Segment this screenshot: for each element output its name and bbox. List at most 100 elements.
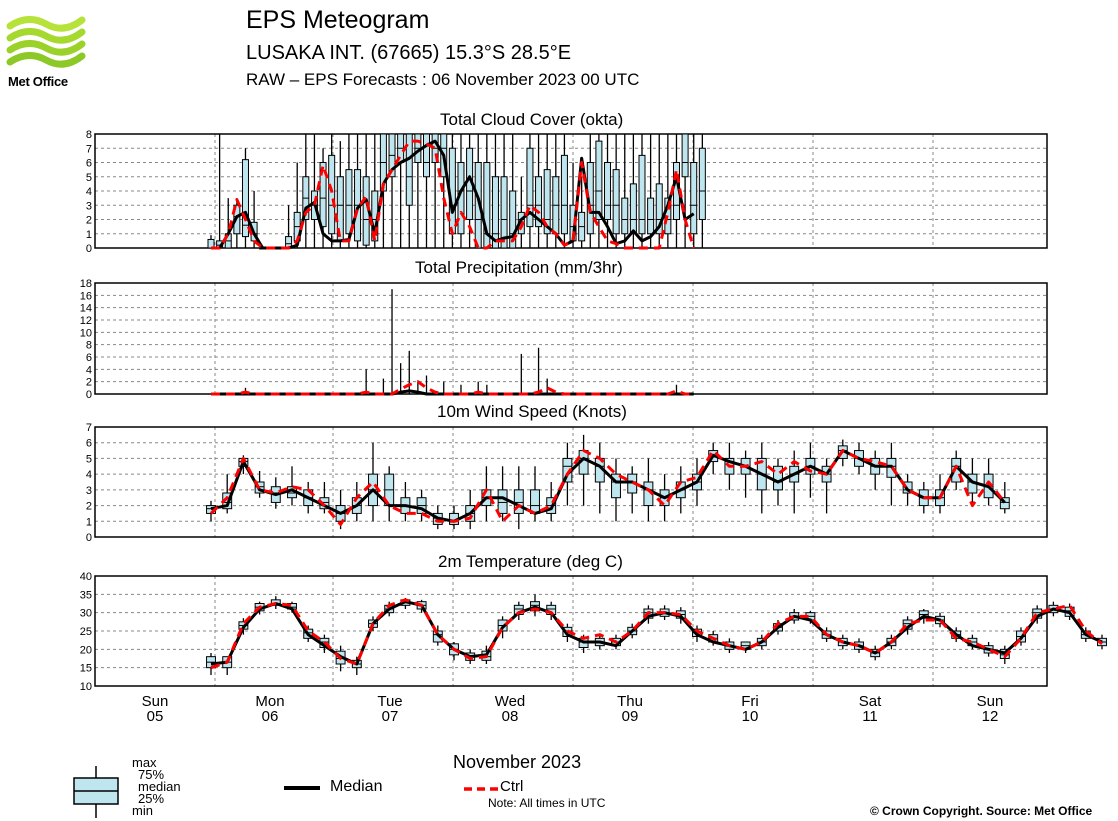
box <box>535 176 543 228</box>
panel-title-wind: 10m Wind Speed (Knots) <box>437 402 627 421</box>
panel-title-cloud: Total Cloud Cover (okta) <box>440 110 624 129</box>
meteogram-chart: 0123456780246810121416180123456710152025… <box>80 129 1107 693</box>
day-name: Wed <box>494 693 526 710</box>
day-number: 09 <box>621 708 639 725</box>
box <box>638 154 646 235</box>
box <box>345 169 353 235</box>
ctrl-line-legend <box>464 787 500 791</box>
y-tick-label: 15 <box>80 663 92 675</box>
utc-note: Note: All times in UTC <box>488 796 606 810</box>
box <box>647 197 655 235</box>
box <box>530 489 540 514</box>
legend-median-line-label: Median <box>330 778 383 795</box>
legend-median: median <box>138 779 181 794</box>
y-tick-label: 12 <box>80 315 92 327</box>
y-tick-label: 1 <box>86 229 92 241</box>
y-tick-label: 8 <box>86 340 92 352</box>
panel-frame <box>94 575 1048 687</box>
panel-title-temp: 2m Temperature (deg C) <box>438 552 623 571</box>
legend-p75: 75% <box>138 767 165 782</box>
box <box>491 176 499 249</box>
day-name: Tue <box>377 693 403 710</box>
box <box>560 154 568 235</box>
legend-max: max <box>132 755 157 770</box>
box <box>612 169 620 235</box>
median-series-line <box>211 139 695 250</box>
y-tick-label: 4 <box>86 364 92 376</box>
day-number: 10 <box>741 708 759 725</box>
day-number: 05 <box>146 708 164 725</box>
y-tick-label: 30 <box>80 608 92 620</box>
y-tick-label: 6 <box>86 158 92 170</box>
day-label: Wed 08 <box>480 694 540 724</box>
median-series-line <box>210 449 1006 523</box>
box <box>655 183 663 235</box>
box <box>241 159 249 238</box>
box <box>681 133 689 178</box>
y-tick-label: 7 <box>86 422 92 434</box>
box <box>405 133 413 206</box>
box <box>509 190 517 249</box>
station-info: LUSAKA INT. (67665) 15.3°S 28.5°E <box>246 42 572 64</box>
y-tick-label: 6 <box>86 438 92 450</box>
box <box>690 162 698 235</box>
y-tick-label: 2 <box>86 377 92 389</box>
y-tick-label: 0 <box>86 389 92 401</box>
box <box>611 473 621 499</box>
box <box>698 147 706 220</box>
day-label: Fri 10 <box>720 694 780 724</box>
panel-frame <box>94 133 1048 249</box>
y-tick-label: 16 <box>80 290 92 302</box>
month-label: November 2023 <box>453 752 582 772</box>
y-tick-label: 4 <box>86 186 92 198</box>
box <box>629 183 637 235</box>
box <box>621 197 629 235</box>
y-tick-label: 5 <box>86 453 92 465</box>
y-tick-label: 2 <box>86 215 92 227</box>
y-tick-label: 0 <box>86 243 92 255</box>
y-tick-label: 3 <box>86 200 92 212</box>
ctrl-series-line <box>211 380 694 396</box>
day-name: Fri <box>741 693 759 710</box>
box <box>497 489 508 514</box>
y-tick-label: 40 <box>80 571 92 583</box>
y-tick-label: 8 <box>86 129 92 141</box>
day-name: Thu <box>617 693 643 710</box>
day-number: 11 <box>862 708 878 725</box>
y-tick-label: 18 <box>80 278 92 290</box>
day-label: Sun 12 <box>960 694 1020 724</box>
panel-frame <box>94 426 1048 538</box>
box-legend-icon <box>73 766 119 818</box>
day-name: Sun <box>976 693 1004 710</box>
met-office-logo: Met Office <box>6 12 92 92</box>
y-tick-label: 5 <box>86 172 92 184</box>
y-tick-label: 25 <box>80 626 92 638</box>
ctrl-series-line <box>209 449 1006 526</box>
box <box>773 465 783 491</box>
y-tick-label: 6 <box>86 352 92 364</box>
box <box>328 154 336 235</box>
box <box>543 169 551 235</box>
y-tick-label: 20 <box>80 644 92 656</box>
box <box>513 489 524 514</box>
run-info: RAW – EPS Forecasts : 06 November 2023 0… <box>246 70 640 89</box>
panel-frame <box>94 282 1048 395</box>
copyright-text: © Crown Copyright. Source: Met Office <box>870 804 1093 818</box>
met-office-waves-icon <box>6 16 86 68</box>
y-tick-label: 10 <box>80 681 92 693</box>
y-tick-label: 1 <box>86 516 92 528</box>
day-number: 06 <box>261 708 279 725</box>
day-label: Mon 06 <box>240 694 300 724</box>
y-tick-label: 7 <box>86 143 92 155</box>
y-tick-label: 0 <box>86 532 92 544</box>
day-label: Tue 07 <box>360 694 420 724</box>
box <box>500 176 508 249</box>
page-title: EPS Meteogram <box>246 6 430 34</box>
panel-title-precip: Total Precipitation (mm/3hr) <box>415 258 623 277</box>
y-tick-label: 35 <box>80 589 92 601</box>
day-name: Sat <box>858 693 882 710</box>
y-tick-label: 2 <box>86 501 92 513</box>
ctrl-series-line <box>210 598 1103 670</box>
box <box>526 147 534 228</box>
legend-p25: 25% <box>138 791 165 806</box>
